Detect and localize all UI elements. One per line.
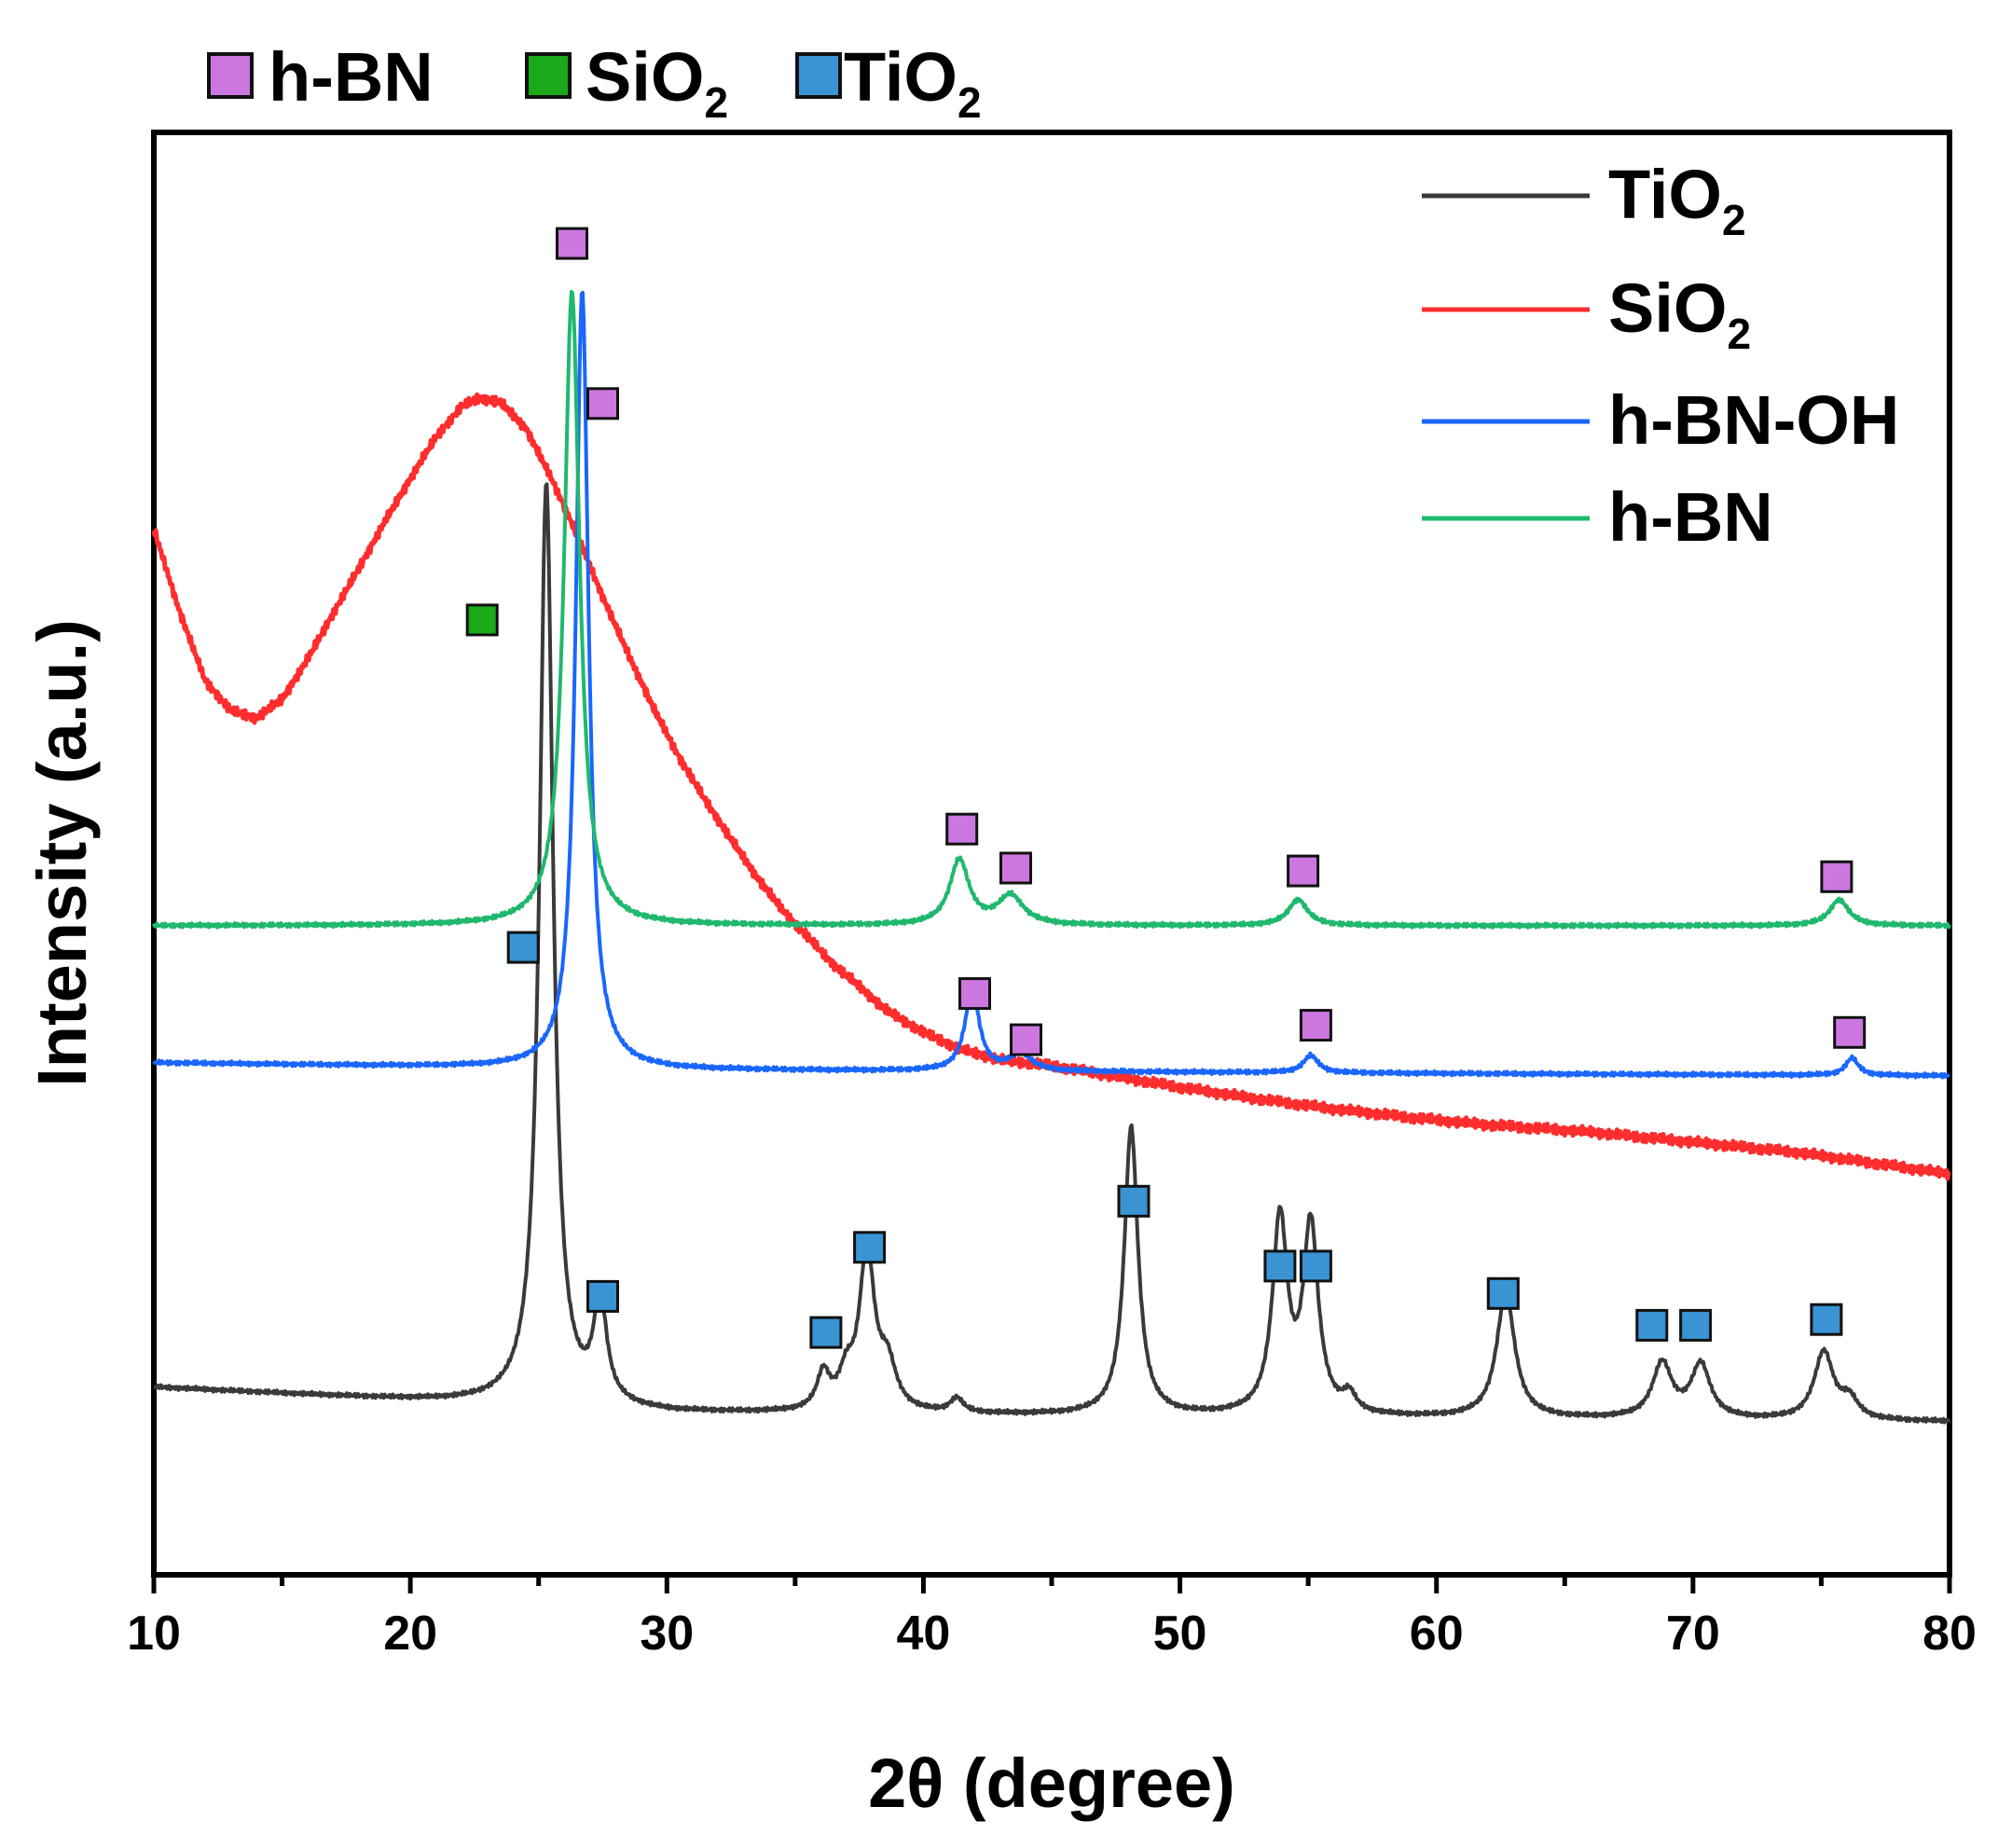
peak-marker-h-bn-0 [556, 227, 588, 260]
x-axis: 10 20 30 40 50 60 70 80 [127, 1575, 1977, 1661]
x-tick-label-80: 80 [1922, 1607, 1977, 1661]
x-tick-label-30: 30 [640, 1607, 694, 1661]
x-tick-label-20: 20 [383, 1607, 437, 1661]
peak-marker-h-bn-5 [1820, 860, 1853, 893]
marker-legend-label-tio2: TiO2 [844, 38, 982, 127]
x-axis-title: 2θ (degree) [868, 1745, 1235, 1822]
marker-legend-swatch-tio2 [795, 52, 842, 99]
peak-marker-h-bn-9 [1833, 1015, 1867, 1049]
legend-label-hbn: h-BN [1608, 478, 1773, 556]
x-tick-label-60: 60 [1410, 1607, 1464, 1661]
peak-marker-h-bn-4 [1287, 854, 1320, 888]
series-layer [151, 290, 1951, 1425]
x-tick-label-40: 40 [897, 1607, 951, 1661]
peak-marker-h-bn-8 [1299, 1009, 1332, 1042]
legend-label-hbn-oh: h-BN-OH [1608, 381, 1899, 459]
peak-marker-tio2-20 [1679, 1308, 1713, 1342]
peak-marker-tio2-14 [853, 1231, 887, 1264]
peak-marker-tio2-12 [586, 1279, 619, 1313]
legend-label-tio2: TiO2 [1608, 156, 1746, 244]
x-tick-label-70: 70 [1666, 1607, 1720, 1661]
marker-legend-label-sio2: SiO2 [586, 38, 728, 127]
peak-marker-tio2-18 [1486, 1276, 1520, 1310]
peak-marker-h-bn-6 [958, 977, 991, 1011]
peak-marker-tio2-17 [1299, 1249, 1332, 1283]
x-tick-label-50: 50 [1153, 1607, 1207, 1661]
series-line-tio2 [153, 482, 1951, 1425]
peak-marker-h-bn-7 [1010, 1023, 1042, 1056]
marker-legend-swatch-hbn [207, 52, 254, 99]
peak-marker-tio2-19 [1635, 1308, 1669, 1342]
series-legend: TiO2 SiO2 h-BN-OH h-BN [1422, 156, 1899, 556]
peak-marker-tio2-16 [1263, 1249, 1297, 1283]
peak-marker-tio2-13 [809, 1316, 843, 1349]
x-tick-label-10: 10 [127, 1607, 181, 1661]
legend-label-sio2: SiO2 [1608, 269, 1751, 358]
marker-legend: h-BN SiO2 TiO2 [207, 38, 982, 127]
peak-marker-sio2-10 [465, 603, 499, 637]
marker-legend-swatch-sio2 [525, 52, 572, 99]
peak-marker-tio2-21 [1810, 1303, 1843, 1336]
series-line-hbn [152, 290, 1951, 930]
peak-marker-h-bn-3 [999, 851, 1032, 885]
y-axis-title: Intensity (a.u.) [23, 619, 101, 1087]
peak-marker-h-bn-1 [586, 387, 619, 421]
peak-marker-h-bn-2 [945, 812, 979, 846]
peak-marker-tio2-11 [506, 931, 540, 964]
peak-markers [465, 227, 1867, 1349]
series-line-hbn-oh [152, 290, 1950, 1080]
peak-marker-tio2-15 [1117, 1184, 1151, 1218]
marker-legend-label-hbn: h-BN [269, 38, 434, 116]
